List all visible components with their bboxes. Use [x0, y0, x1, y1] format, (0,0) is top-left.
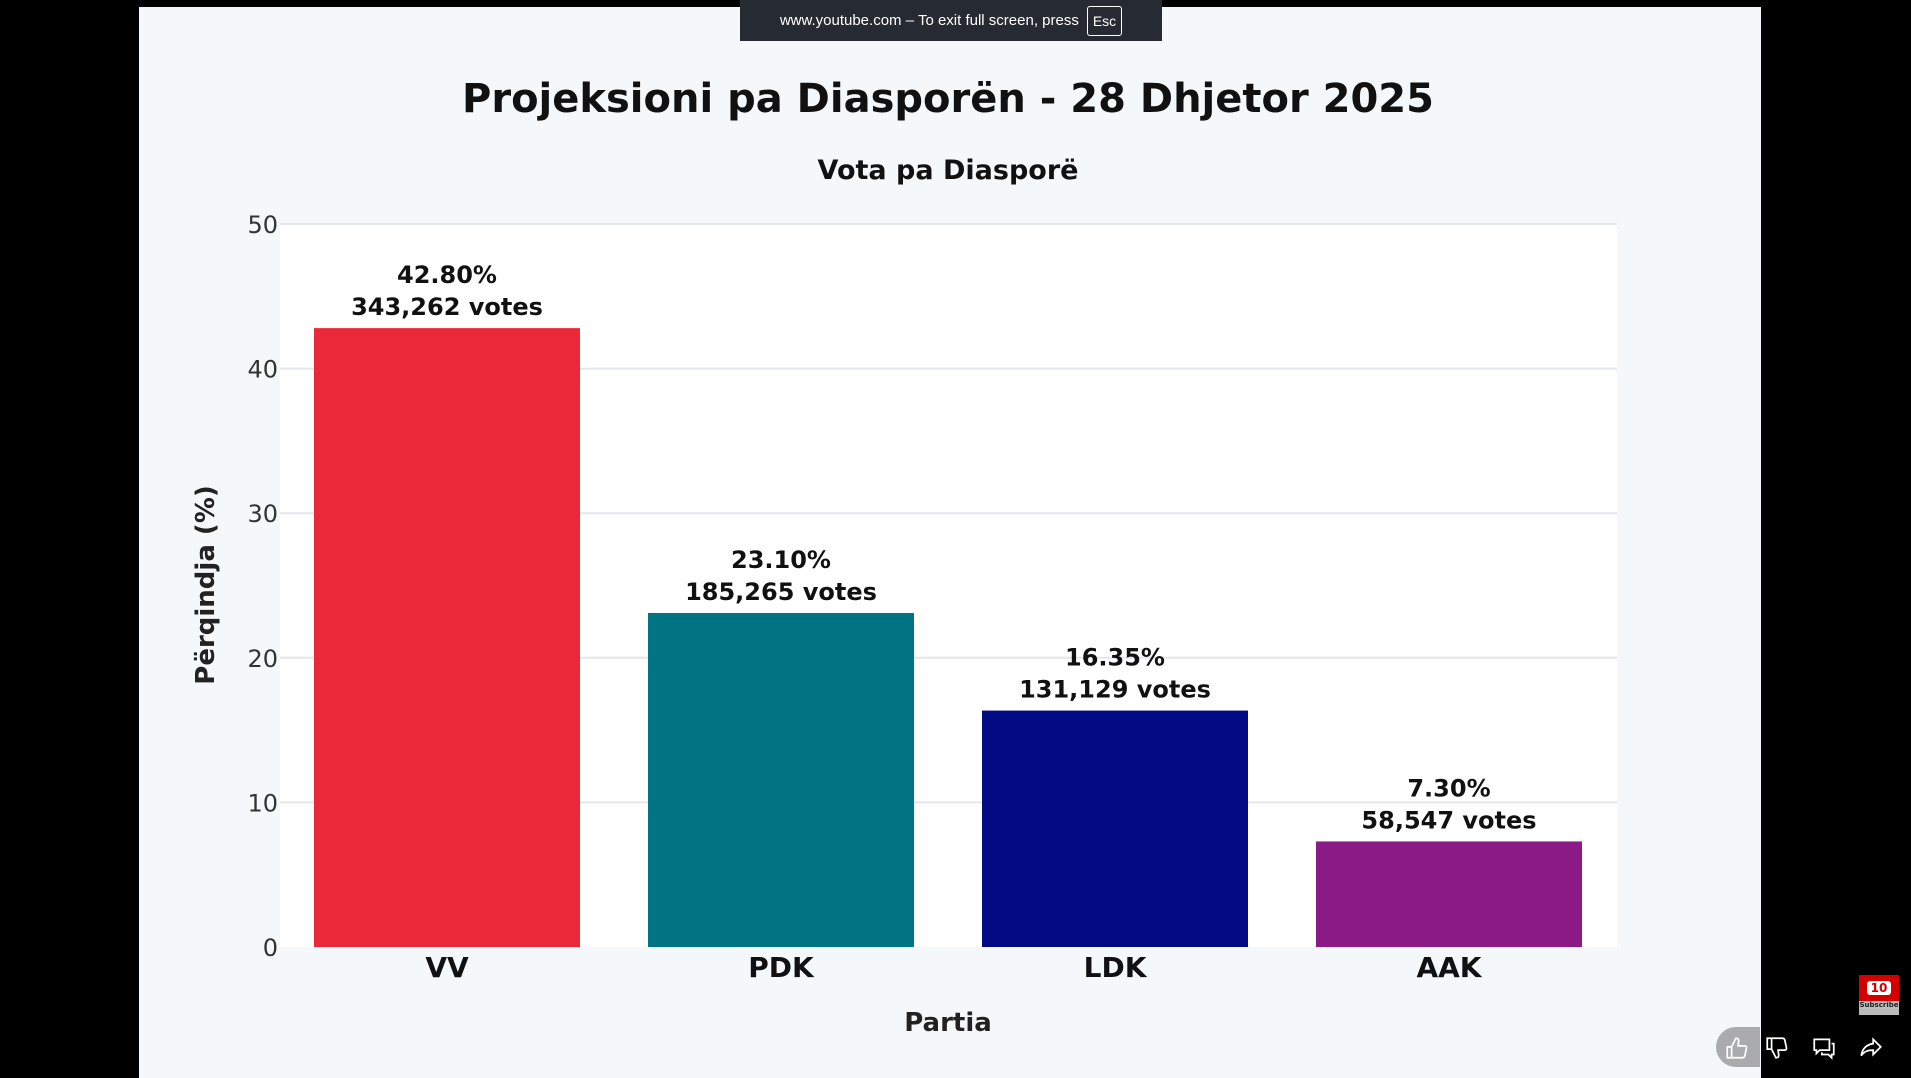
bar-pct-label: 7.30% [1407, 774, 1490, 802]
bar-votes-label: 131,129 votes [1019, 676, 1211, 704]
chart-title: Projeksioni pa Diasporën - 28 Dhjetor 20… [462, 76, 1434, 122]
like-highlight [1716, 1027, 1760, 1067]
y-axis-label: Përqindja (%) [191, 485, 221, 684]
bar-vv [314, 328, 580, 947]
share-icon[interactable] [1858, 1035, 1884, 1061]
x-axis-label: Partia [904, 1008, 992, 1038]
x-tick-label: AAK [1416, 951, 1482, 984]
y-tick-label: 30 [247, 500, 278, 528]
subscribe-watermark[interactable]: 10 Subscribe [1859, 975, 1899, 1015]
y-tick-label: 50 [247, 211, 278, 239]
bar-votes-label: 185,265 votes [685, 578, 877, 606]
subscribe-badge: 10 [1866, 981, 1892, 995]
comment-icon[interactable] [1811, 1035, 1837, 1061]
bar-pct-label: 42.80% [397, 261, 497, 289]
bar-votes-label: 343,262 votes [351, 293, 543, 321]
x-tick-label: PDK [748, 951, 815, 984]
dislike-icon[interactable] [1764, 1035, 1790, 1061]
chart-subtitle: Vota pa Diasporë [818, 155, 1079, 186]
bar-votes-label: 58,547 votes [1361, 806, 1536, 834]
bar-pct-label: 23.10% [731, 546, 831, 574]
x-tick-label: LDK [1084, 951, 1148, 984]
banner-text: www.youtube.com – To exit full screen, p… [779, 12, 1079, 29]
bar-ldk [982, 710, 1248, 947]
esc-key: Esc [1086, 5, 1123, 36]
y-tick-label: 20 [247, 645, 278, 673]
y-tick-label: 40 [247, 356, 278, 384]
bar-pdk [648, 612, 914, 947]
bar-aak [1316, 841, 1582, 947]
fullscreen-banner: www.youtube.com – To exit full screen, p… [740, 0, 1162, 41]
y-tick-label: 0 [263, 934, 278, 962]
subscribe-label: Subscribe [1859, 1001, 1899, 1009]
y-tick-label: 10 [247, 789, 278, 817]
like-icon[interactable] [1724, 1035, 1750, 1061]
x-tick-label: VV [425, 951, 469, 984]
bar-pct-label: 16.35% [1065, 644, 1165, 672]
action-bar [1716, 1027, 1911, 1067]
